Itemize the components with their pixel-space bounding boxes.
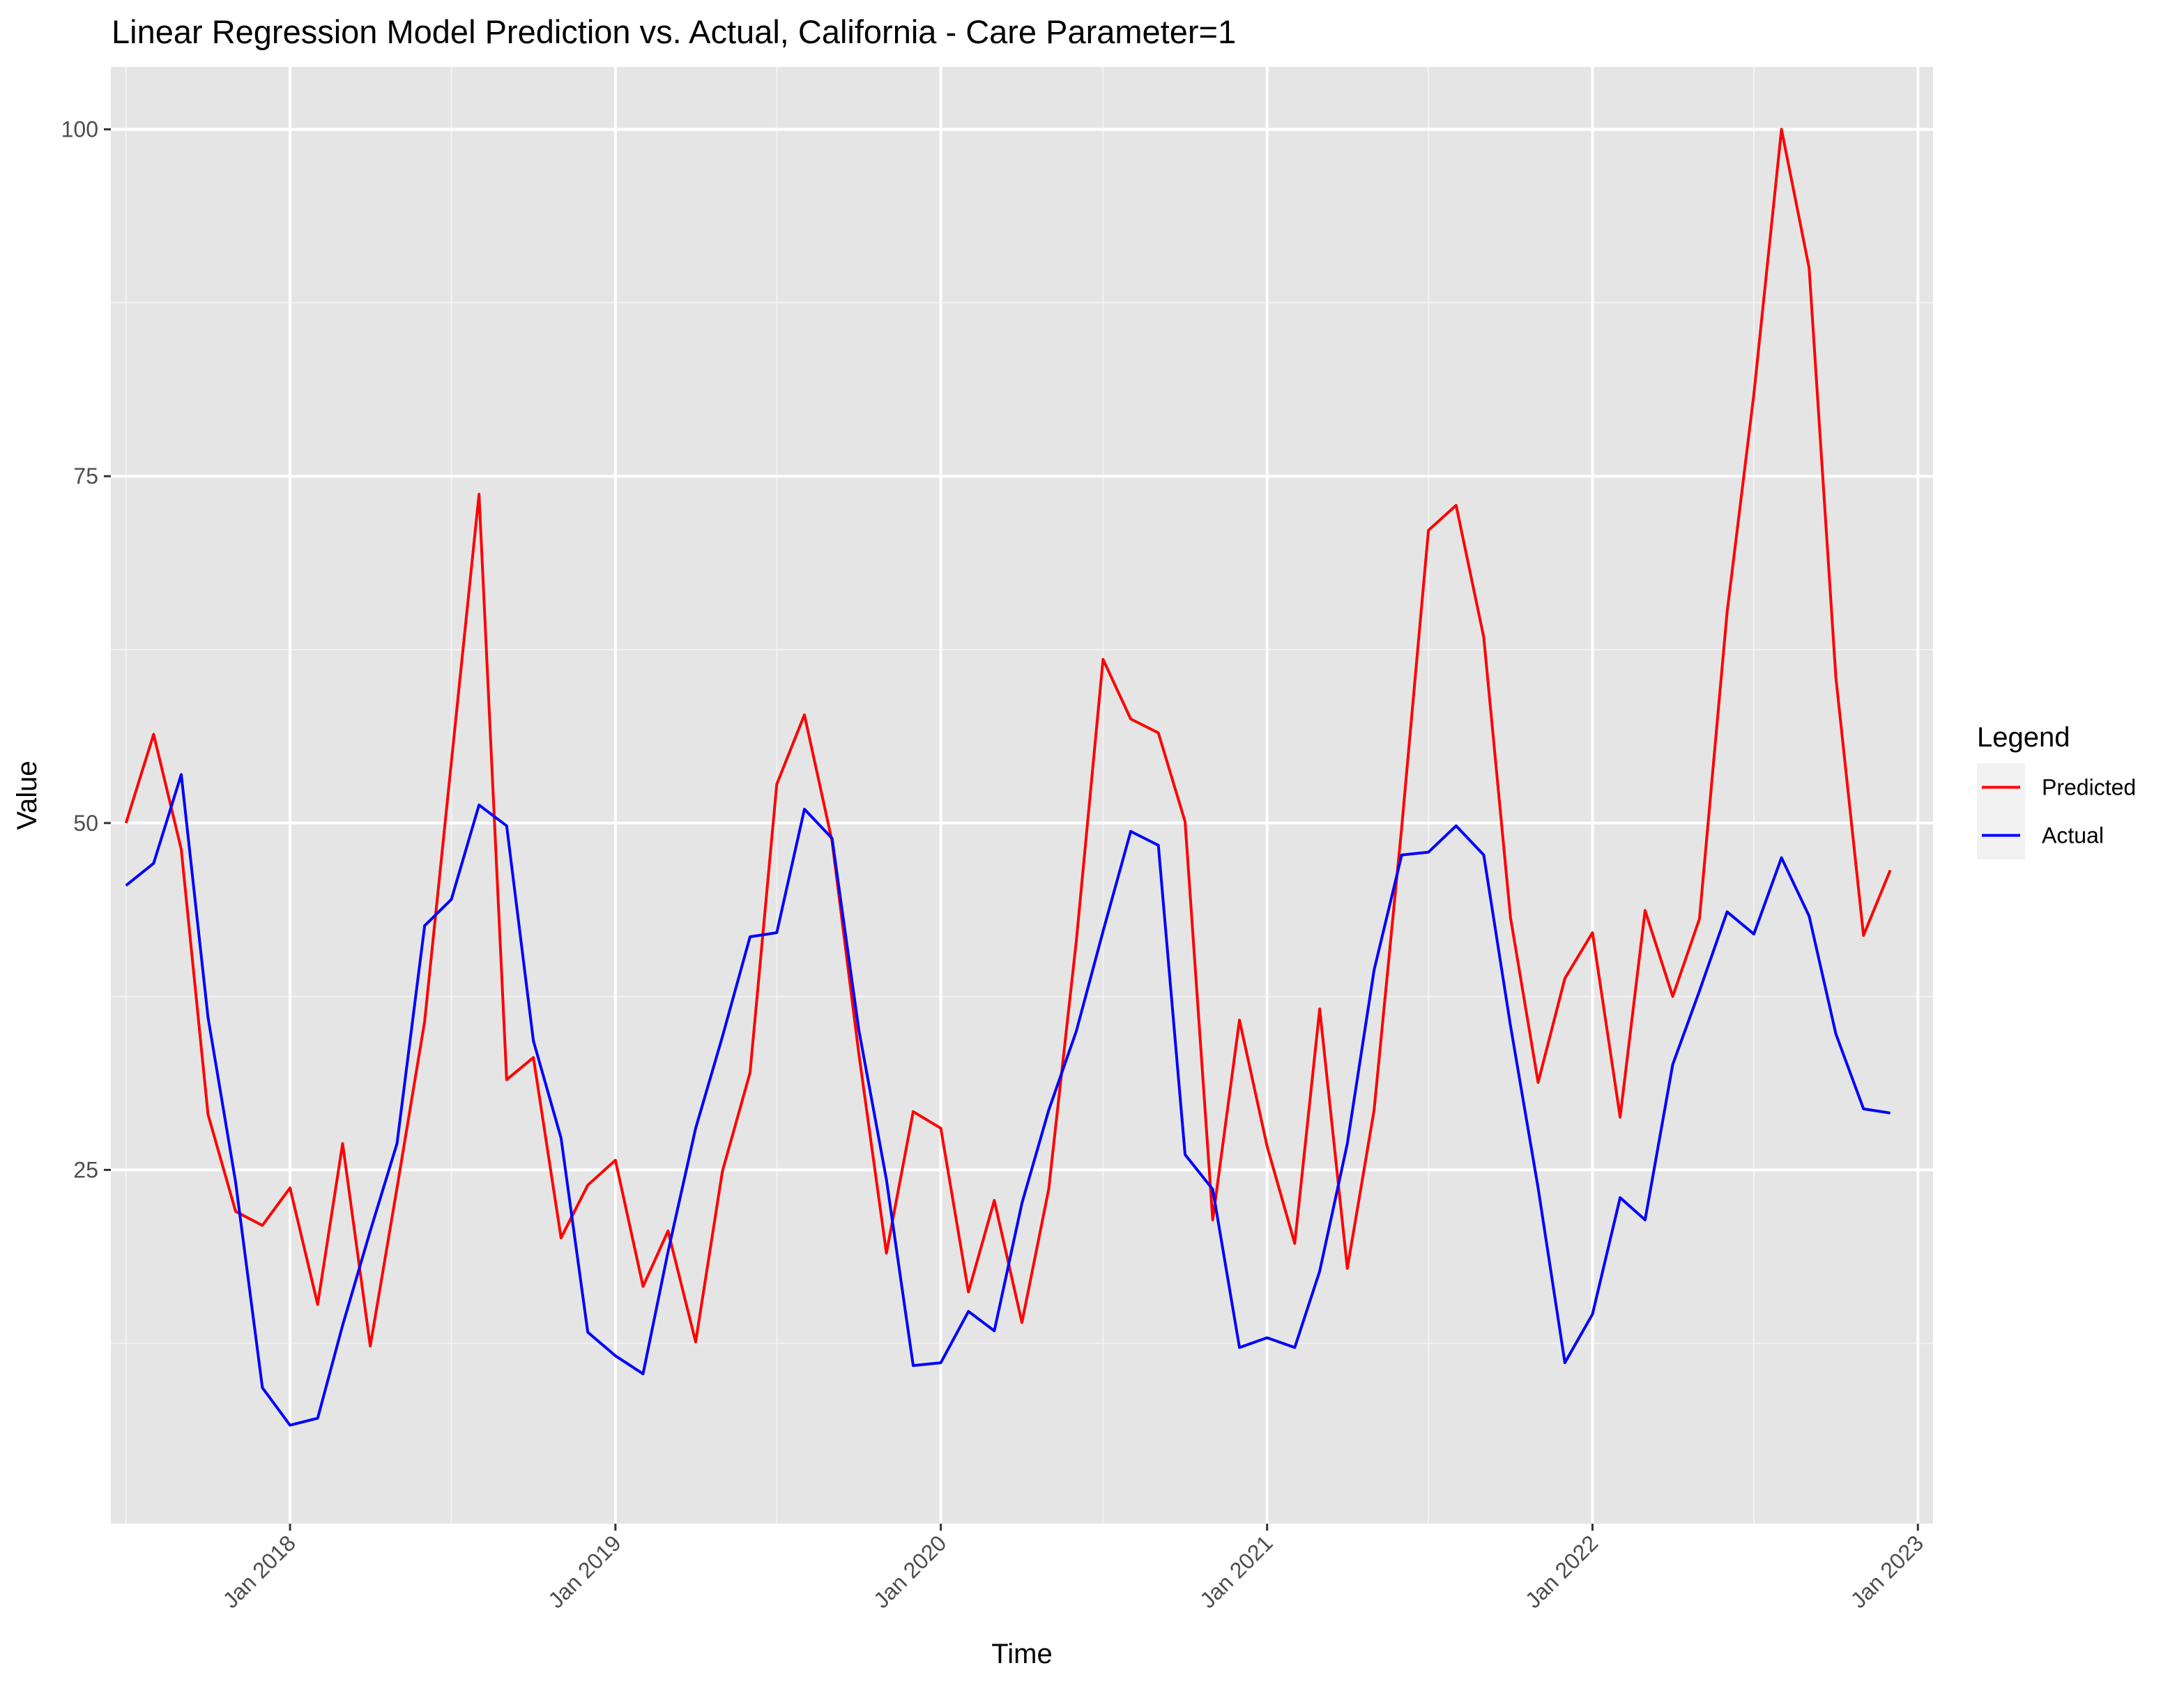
- plot-panel: [111, 67, 1933, 1524]
- x-tick-label: Jan 2020: [869, 1530, 952, 1613]
- x-tick-label: Jan 2023: [1846, 1530, 1929, 1613]
- x-axis: Jan 2018 Jan 2019 Jan 2020 Jan 2021 Jan 2022…: [217, 1524, 1928, 1613]
- y-tick-label: 50: [73, 811, 98, 836]
- legend-label-actual: Actual: [2042, 823, 2104, 848]
- chart-title: Linear Regression Model Prediction vs. A…: [112, 13, 1236, 50]
- y-tick-label: 75: [73, 464, 98, 489]
- x-tick-label: Jan 2022: [1520, 1530, 1603, 1613]
- y-axis-title: Value: [12, 760, 43, 829]
- y-tick-label: 100: [61, 117, 98, 142]
- legend-title: Legend: [1977, 722, 2070, 753]
- legend-label-predicted: Predicted: [2042, 775, 2136, 800]
- series-line-actual: [125, 773, 1891, 1427]
- x-tick-label: Jan 2019: [543, 1530, 626, 1613]
- y-tick-label: 25: [73, 1157, 98, 1182]
- legend: Legend Predicted Actual: [1977, 722, 2136, 859]
- y-axis: 25 50 75 100: [61, 117, 111, 1182]
- x-tick-label: Jan 2018: [217, 1530, 300, 1613]
- x-tick-label: Jan 2021: [1195, 1530, 1278, 1613]
- series-layer: [124, 128, 1892, 1427]
- x-axis-title: Time: [991, 1639, 1052, 1669]
- grid-major: [111, 67, 1933, 1524]
